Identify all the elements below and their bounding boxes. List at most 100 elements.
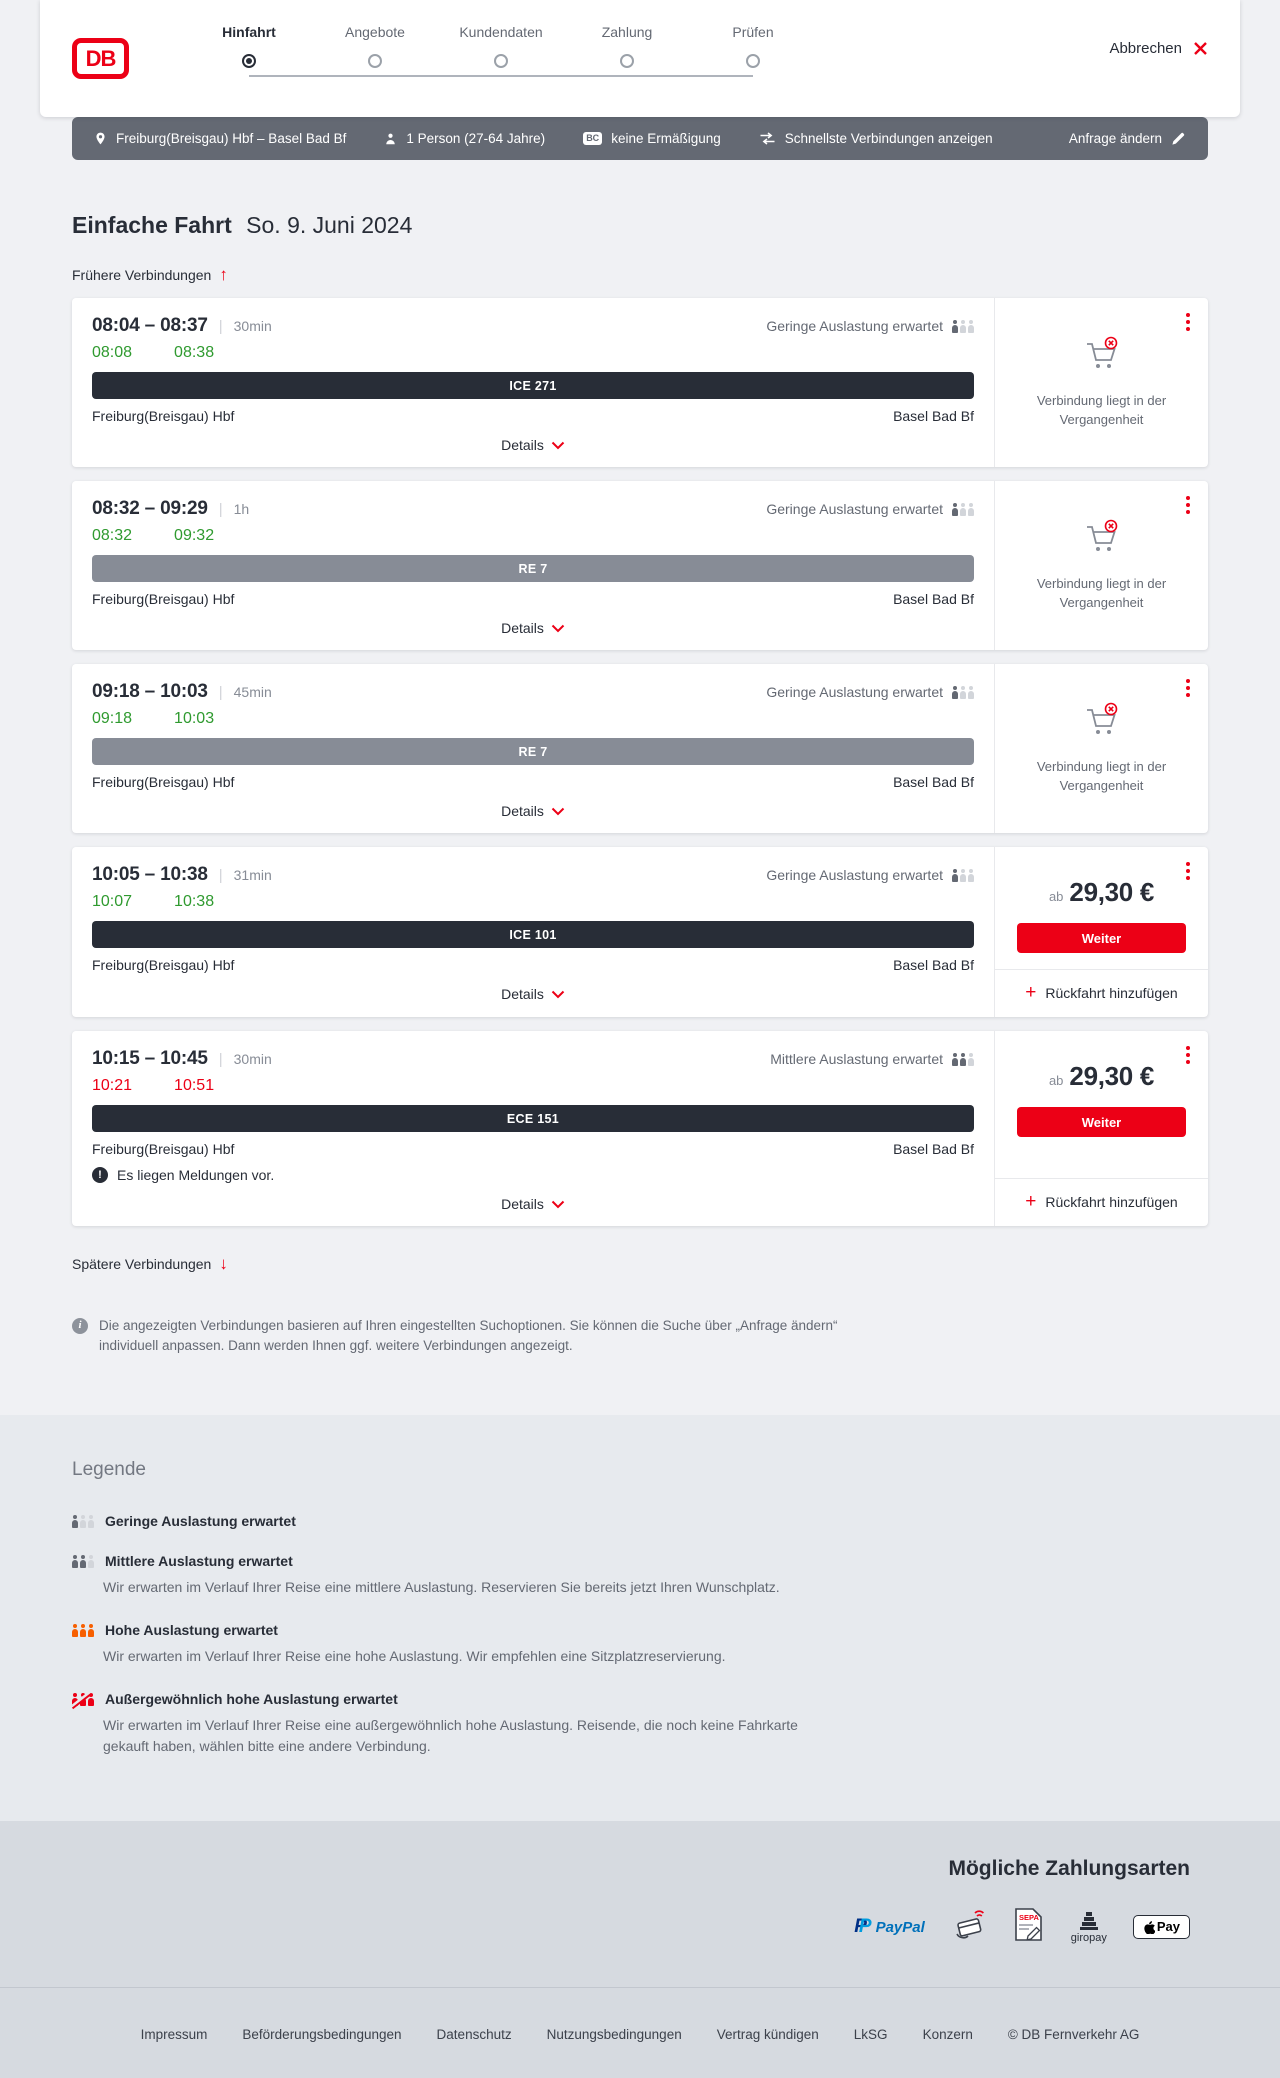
occupancy-medium-icon (72, 1554, 94, 1568)
chevron-down-icon (551, 807, 565, 815)
legend-item-medium: Mittlere Auslastung erwartet Wir erwarte… (72, 1553, 1208, 1598)
train-label-bar: RE 7 (92, 738, 974, 765)
connection-card: 10:15 – 10:45 | 30min Mittlere Auslastun… (72, 1031, 1208, 1226)
actual-arrival: 10:51 (174, 1077, 215, 1094)
train-label-bar: ECE 151 (92, 1105, 974, 1132)
more-options-button[interactable] (1184, 860, 1192, 882)
connection-details: 08:04 – 08:37 | 30min Geringe Auslastung… (92, 315, 974, 453)
discount-summary: BC keine Ermäßigung (583, 131, 721, 146)
chevron-down-icon (551, 990, 565, 998)
actual-departure: 10:07 (92, 893, 133, 910)
step-hinfahrt[interactable]: Hinfahrt (186, 24, 312, 68)
connection-details: 08:32 – 09:29 | 1h Geringe Auslastung er… (92, 498, 974, 636)
cart-unavailable-icon (1021, 701, 1182, 745)
footer-link-befoerderungsbedingungen[interactable]: Beförderungsbedingungen (242, 2027, 402, 2043)
connection-card: 08:04 – 08:37 | 30min Geringe Auslastung… (72, 298, 1208, 467)
add-return-button[interactable]: + Rückfahrt hinzufügen (995, 969, 1208, 1017)
occupancy-low-icon (952, 319, 974, 333)
footer-link-konzern[interactable]: Konzern (922, 2027, 973, 2043)
footer-link-impressum[interactable]: Impressum (140, 2027, 208, 2043)
sepa-icon: SEPA (1013, 1907, 1045, 1947)
step-angebote[interactable]: Angebote (312, 24, 438, 68)
footer-link-nutzungsbedingungen[interactable]: Nutzungsbedingungen (546, 2027, 682, 2043)
step-kundendaten[interactable]: Kundendaten (438, 24, 564, 68)
more-options-button[interactable] (1184, 311, 1192, 333)
legend-item-high: Hohe Auslastung erwartet Wir erwarten im… (72, 1622, 1208, 1667)
connection-details: 10:15 – 10:45 | 30min Mittlere Auslastun… (92, 1048, 974, 1212)
footer-link-vertrag-kuendigen[interactable]: Vertrag kündigen (716, 2027, 819, 2043)
step-pruefen[interactable]: Prüfen (690, 24, 816, 68)
cancel-label: Abbrechen (1109, 40, 1182, 57)
arrival-station: Basel Bad Bf (893, 408, 974, 424)
arrow-down-icon: ↓ (219, 1254, 228, 1273)
details-toggle[interactable]: Details (501, 1196, 565, 1212)
route-summary: Freiburg(Breisgau) Hbf – Basel Bad Bf (94, 130, 346, 147)
price-value: 29,30 € (1069, 877, 1155, 907)
actual-times: 10:07 10:38 (92, 893, 974, 911)
legend-item-low: Geringe Auslastung erwartet (72, 1513, 1208, 1529)
more-options-button[interactable] (1184, 1044, 1192, 1066)
later-connections-link[interactable]: Spätere Verbindungen ↓ (72, 1254, 228, 1273)
add-return-button[interactable]: + Rückfahrt hinzufügen (995, 1178, 1208, 1226)
occupancy-indicator: Geringe Auslastung erwartet (766, 867, 974, 883)
continue-button[interactable]: Weiter (1017, 1107, 1186, 1137)
duration: 45min (233, 684, 272, 700)
footer-link-lksg[interactable]: LkSG (853, 2027, 888, 2043)
more-options-button[interactable] (1184, 494, 1192, 516)
duration: 31min (233, 867, 272, 883)
connection-list: 08:04 – 08:37 | 30min Geringe Auslastung… (72, 298, 1208, 1226)
train-label-bar: ICE 271 (92, 372, 974, 399)
occupancy-low-icon (952, 502, 974, 516)
more-options-button[interactable] (1184, 677, 1192, 699)
cancel-button[interactable]: Abbrechen (1109, 40, 1208, 57)
details-toggle[interactable]: Details (501, 986, 565, 1002)
past-connection-notice: Verbindung liegt in der Vergangenheit (995, 691, 1208, 806)
duration: 1h (233, 501, 250, 517)
credit-card-icon (951, 1908, 987, 1947)
footer-link-datenschutz[interactable]: Datenschutz (436, 2027, 512, 2043)
arrival-station: Basel Bad Bf (893, 1141, 974, 1157)
svg-text:SEPA: SEPA (1019, 1913, 1039, 1922)
search-info-note: i Die angezeigten Verbindungen basieren … (72, 1316, 862, 1358)
details-toggle[interactable]: Details (501, 620, 565, 636)
chevron-down-icon (551, 1200, 565, 1208)
actual-times: 08:08 08:38 (92, 344, 974, 362)
price-prefix: ab (1048, 889, 1064, 904)
occupancy-high-icon (72, 1623, 94, 1637)
details-toggle[interactable]: Details (501, 437, 565, 453)
arrival-station: Basel Bad Bf (893, 591, 974, 607)
occupancy-low-icon (72, 1514, 94, 1528)
edit-request-button[interactable]: Anfrage ändern (1069, 131, 1186, 146)
cart-unavailable-icon (1021, 518, 1182, 562)
step-zahlung[interactable]: Zahlung (564, 24, 690, 68)
step-circle (746, 54, 760, 68)
price-section: ab 29,30 € Weiter (995, 1031, 1208, 1153)
apple-pay-icon: Pay (1132, 1915, 1190, 1940)
earlier-connections-link[interactable]: Frühere Verbindungen ↑ (72, 265, 228, 284)
occupancy-low-icon (952, 868, 974, 882)
price-prefix: ab (1048, 1073, 1064, 1088)
scheduled-times: 08:04 – 08:37 (92, 315, 208, 336)
price-section: ab 29,30 € Weiter (995, 847, 1208, 969)
booking-panel: Verbindung liegt in der Vergangenheit (994, 298, 1208, 467)
bahncard-icon: BC (583, 132, 603, 145)
booking-panel: Verbindung liegt in der Vergangenheit (994, 481, 1208, 650)
stepper-line (249, 75, 753, 77)
results-main: Einfache Fahrt So. 9. Juni 2024 Frühere … (72, 212, 1208, 1357)
pencil-icon (1172, 132, 1185, 145)
alert-message: ! Es liegen Meldungen vor. (92, 1167, 974, 1183)
actual-times: 10:21 10:51 (92, 1077, 974, 1095)
journey-date: So. 9. Juni 2024 (246, 212, 413, 238)
duration: 30min (233, 318, 272, 334)
actual-departure: 10:21 (92, 1077, 133, 1094)
train-label-bar: ICE 101 (92, 921, 974, 948)
departure-station: Freiburg(Breisgau) Hbf (92, 1141, 235, 1157)
arrival-station: Basel Bad Bf (893, 957, 974, 973)
actual-arrival: 10:03 (174, 710, 215, 727)
details-toggle[interactable]: Details (501, 803, 565, 819)
progress-stepper: Hinfahrt Angebote Kundendaten Zahlung Pr… (186, 24, 816, 77)
search-summary-bar: Freiburg(Breisgau) Hbf – Basel Bad Bf 1 … (72, 117, 1208, 160)
continue-button[interactable]: Weiter (1017, 923, 1186, 953)
